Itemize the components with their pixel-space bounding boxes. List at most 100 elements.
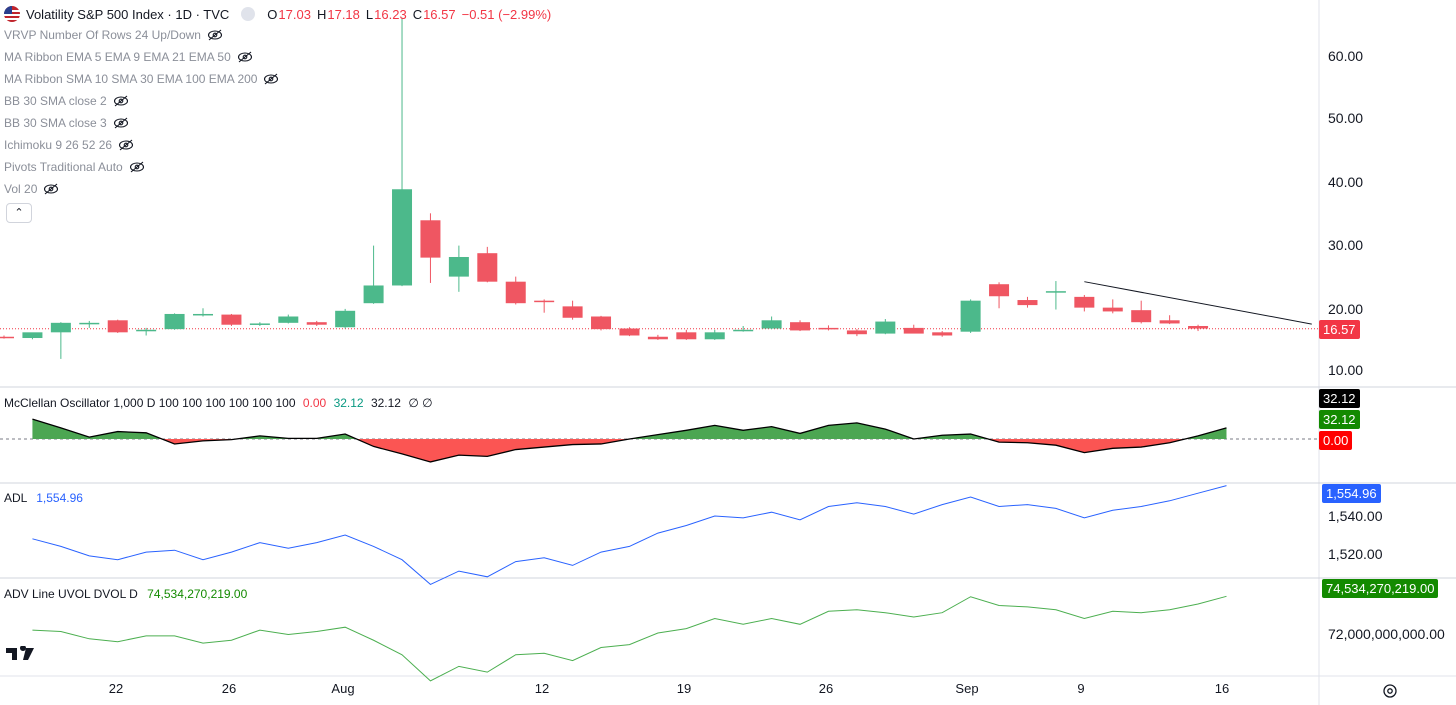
indicator-label: BB 30 SMA close 2 (4, 94, 107, 108)
candle-body (875, 321, 896, 334)
x-tick: 26 (221, 681, 237, 696)
low-label: L (365, 6, 374, 22)
adl-line (32, 485, 1227, 585)
x-tick: 22 (108, 681, 124, 696)
adl-title[interactable]: ADL (4, 491, 27, 505)
us-flag-icon (4, 6, 20, 22)
y-tick: 50.00 (1328, 110, 1364, 126)
candle-body (107, 320, 128, 333)
open-label: O (267, 6, 278, 22)
candle-body (846, 330, 867, 335)
indicator-legend-item[interactable]: MA Ribbon SMA 10 SMA 30 EMA 100 EMA 200 (4, 72, 279, 86)
indicator-legend-item[interactable]: Pivots Traditional Auto (4, 160, 145, 174)
candle-body (790, 322, 811, 331)
candle-body (1017, 300, 1038, 306)
settings-icon[interactable] (1382, 683, 1398, 699)
candle-body (278, 316, 299, 323)
candle-body (932, 332, 953, 336)
mcclellan-title[interactable]: McClellan Oscillator 1,000 D 100 100 100… (4, 396, 296, 410)
indicator-legend-item[interactable]: Vol 20 (4, 182, 59, 196)
high-value: 17.18 (327, 6, 360, 22)
candle-body (733, 329, 754, 332)
mcclellan-value-1: 0.00 (302, 396, 327, 410)
x-tick: Sep (955, 681, 979, 696)
candle-body (619, 328, 640, 336)
oscillator-positive-area (32, 419, 1227, 439)
candle-body (420, 220, 441, 258)
symbol-title[interactable]: Volatility S&P 500 Index · 1D · TVC (26, 6, 230, 22)
eye-off-icon[interactable] (237, 51, 253, 63)
candle-body (392, 189, 413, 286)
y-tick: 60.00 (1328, 48, 1364, 64)
y-tick: 30.00 (1328, 237, 1364, 253)
indicator-label: Vol 20 (4, 182, 38, 196)
indicator-label: Ichimoku 9 26 52 26 (4, 138, 113, 152)
close-label: C (412, 6, 423, 22)
x-tick: Aug (331, 681, 355, 696)
indicator-legend-item[interactable]: BB 30 SMA close 3 (4, 116, 129, 130)
candle-body (363, 285, 384, 304)
candle-body (704, 332, 725, 340)
candle-body (1188, 325, 1209, 329)
candle-body (448, 256, 469, 277)
eye-off-icon[interactable] (43, 183, 59, 195)
mcclellan-legend: McClellan Oscillator 1,000 D 100 100 100… (4, 396, 433, 410)
eye-off-icon[interactable] (207, 29, 223, 41)
candle-body (505, 281, 526, 304)
indicator-legend-item[interactable]: VRVP Number Of Rows 24 Up/Down (4, 28, 223, 42)
adv-title[interactable]: ADV Line UVOL DVOL D (4, 587, 138, 601)
adv-legend: ADV Line UVOL DVOL D 74,534,270,219.00 (4, 587, 247, 601)
y-tick: 40.00 (1328, 174, 1364, 190)
oscillator-line (32, 418, 1227, 463)
eye-off-icon[interactable] (113, 117, 129, 129)
candle-body (477, 253, 498, 282)
candle-body (164, 313, 185, 330)
tradingview-logo-icon[interactable] (6, 646, 36, 662)
chevron-up-icon: ⌃ (14, 207, 24, 219)
indicator-label: VRVP Number Of Rows 24 Up/Down (4, 28, 201, 42)
mcclellan-red-label: 0.00 (1319, 431, 1353, 450)
candle-body (1074, 296, 1095, 308)
candle-body (676, 332, 697, 340)
candle-body (818, 327, 839, 330)
indicator-legend-item[interactable]: Ichimoku 9 26 52 26 (4, 138, 134, 152)
indicator-label: MA Ribbon SMA 10 SMA 30 EMA 100 EMA 200 (4, 72, 258, 86)
indicator-label: Pivots Traditional Auto (4, 160, 123, 174)
eye-off-icon[interactable] (129, 161, 145, 173)
x-tick: 12 (534, 681, 550, 696)
candle-body (79, 322, 100, 325)
mcclellan-value-4: ∅ ∅ (408, 396, 433, 410)
eye-off-icon[interactable] (118, 139, 134, 151)
indicator-legend-item[interactable]: BB 30 SMA close 2 (4, 94, 129, 108)
adl-value: 1,554.96 (36, 491, 83, 505)
indicator-legend-item[interactable]: MA Ribbon EMA 5 EMA 9 EMA 21 EMA 50 (4, 50, 253, 64)
trend-line (1084, 281, 1312, 325)
candle-body (50, 322, 71, 333)
candle-body (591, 316, 612, 330)
x-tick: 19 (676, 681, 692, 696)
adl-price-label: 1,554.96 (1322, 484, 1381, 503)
oscillator-negative-area (32, 439, 1227, 462)
candle-body (647, 336, 668, 340)
candle-body (1045, 291, 1066, 293)
candle-body (1131, 310, 1152, 323)
candle-body (249, 323, 270, 325)
candle-body (989, 284, 1010, 297)
eye-off-icon[interactable] (263, 73, 279, 85)
symbol-legend: Volatility S&P 500 Index · 1D · TVC O 17.… (4, 6, 551, 22)
eye-off-icon[interactable] (113, 95, 129, 107)
adv-y-tick: 72,000,000,000.00 (1328, 626, 1445, 642)
candle-body (1159, 320, 1180, 324)
candle-body (22, 332, 43, 339)
candle-body (0, 336, 14, 339)
candle-body (193, 313, 214, 316)
candle-body (903, 327, 924, 334)
market-status-icon (241, 7, 256, 21)
candle-body (562, 306, 583, 318)
last-price-label: 16.57 (1319, 320, 1360, 339)
y-tick: 20.00 (1328, 301, 1364, 317)
collapse-legend-button[interactable]: ⌃ (6, 203, 32, 223)
mcclellan-value-3: 32.12 (370, 396, 401, 410)
adv-line (32, 595, 1227, 682)
